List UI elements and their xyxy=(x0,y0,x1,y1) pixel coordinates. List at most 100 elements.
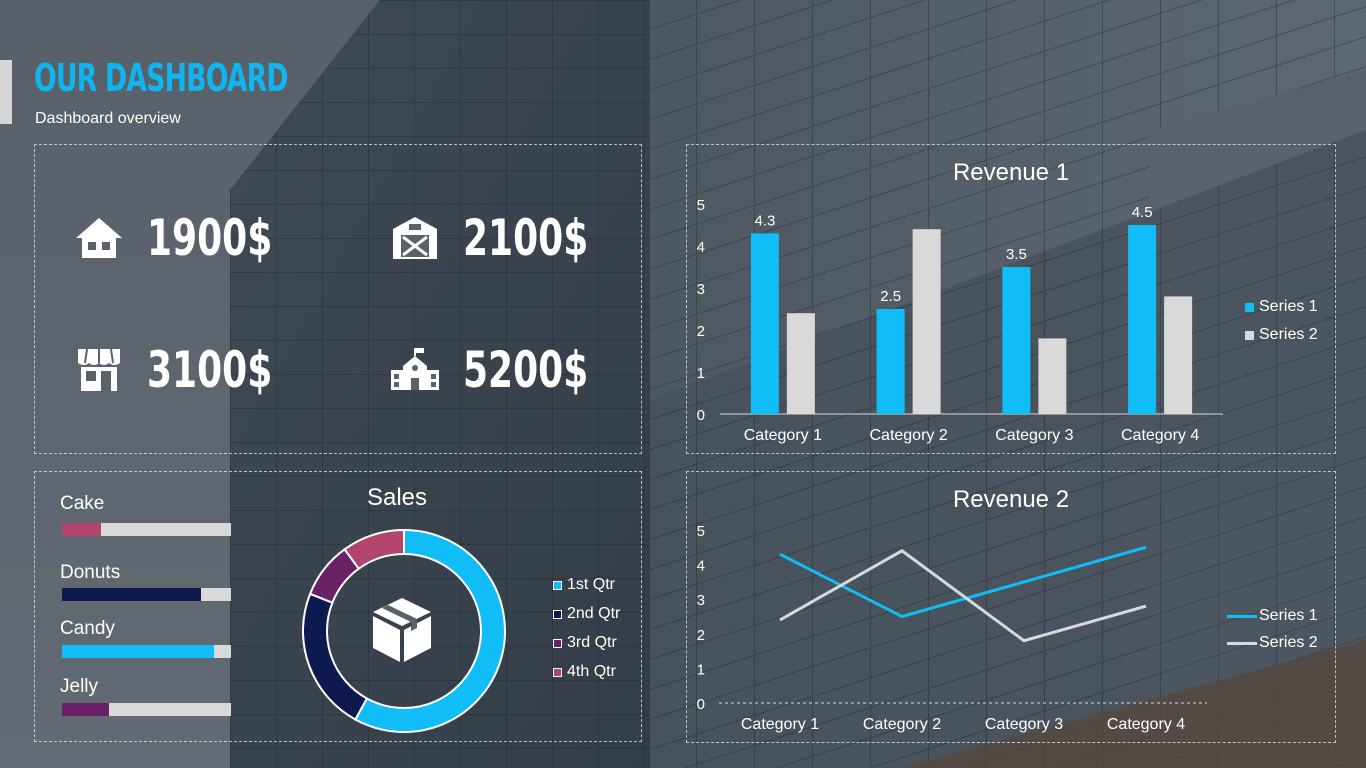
legend-label: 1st Qtr xyxy=(567,576,616,593)
kpi-value: 3100$ xyxy=(147,341,273,399)
kpi-school: 5200$ xyxy=(389,341,637,399)
legend-label: 2nd Qtr xyxy=(567,605,621,622)
sales-title: Sales xyxy=(366,484,428,511)
sales-legend-q1: 1st Qtr xyxy=(553,576,615,594)
line-series1 xyxy=(779,545,1147,619)
product-label-donuts: Donuts xyxy=(60,562,121,583)
progress-bar-donuts xyxy=(62,588,231,601)
x-tick-label: Category 2 xyxy=(869,427,947,444)
progress-bar-jelly xyxy=(62,703,231,716)
revenue1-title: Revenue 1 xyxy=(952,159,1070,186)
x-tick-label: Category 3 xyxy=(995,427,1073,444)
x-tick-label: Category 1 xyxy=(741,716,819,733)
store-icon xyxy=(73,344,125,396)
donut-slice-2 xyxy=(302,592,369,721)
data-label: 2.5 xyxy=(880,288,901,305)
revenue2-legend-series1: Series 1 xyxy=(1227,607,1318,625)
x-tick-label: Category 1 xyxy=(744,427,822,444)
revenue2-legend-series2: Series 2 xyxy=(1227,634,1318,652)
bar-series2-1 xyxy=(786,313,815,414)
kpi-house: 1900$ xyxy=(73,209,321,267)
sales-panel: Cake Donuts Candy Jelly Sales 1st Qtr 2n… xyxy=(34,471,642,742)
bar-series1-4 xyxy=(1128,225,1157,414)
progress-bar-cake xyxy=(62,523,231,536)
legend-swatch xyxy=(1245,330,1254,340)
bar-series1-3 xyxy=(1002,267,1031,414)
y-tick-label: 1 xyxy=(697,661,705,678)
progress-fill xyxy=(62,523,101,536)
revenue1-legend-series1: Series 1 xyxy=(1245,298,1318,316)
revenue2-panel: Revenue 2 0 1 2 3 4 5 Category 1 Category 2 Cate… xyxy=(686,471,1336,743)
box-icon xyxy=(371,596,433,669)
sales-legend-q3: 3rd Qtr xyxy=(553,634,617,652)
y-tick-label: 3 xyxy=(697,592,705,609)
data-label: 3.5 xyxy=(1006,246,1027,263)
bar-series1-1 xyxy=(750,233,779,414)
x-tick-label: Category 4 xyxy=(1121,427,1199,444)
y-tick-label: 2 xyxy=(697,627,705,644)
legend-line-swatch xyxy=(1227,614,1257,618)
school-icon xyxy=(389,344,441,396)
y-tick-label: 0 xyxy=(697,407,705,424)
y-tick-label: 4 xyxy=(697,239,705,256)
bar-series1-2 xyxy=(876,309,905,414)
title-accent-bar xyxy=(0,60,12,124)
y-tick-label: 3 xyxy=(697,281,705,298)
kpi-value: 5200$ xyxy=(463,341,589,399)
revenue2-line-chart: 0 1 2 3 4 5 Category 1 Category 2 Category 3 Cate… xyxy=(697,523,1207,733)
progress-fill xyxy=(62,588,201,601)
kpi-barn: 2100$ xyxy=(389,209,637,267)
x-tick-label: Category 2 xyxy=(863,716,941,733)
sales-legend-q2: 2nd Qtr xyxy=(553,605,620,623)
data-label: 4.3 xyxy=(754,212,775,229)
kpi-value: 2100$ xyxy=(463,209,589,267)
line-series2 xyxy=(779,548,1147,643)
legend-swatch xyxy=(1245,302,1254,312)
sales-donut-chart xyxy=(302,528,506,733)
legend-swatch xyxy=(553,667,562,677)
product-label-jelly: Jelly xyxy=(60,676,99,697)
x-tick-label: Category 4 xyxy=(1107,716,1185,733)
progress-fill xyxy=(62,703,110,716)
y-tick-label: 2 xyxy=(697,323,705,340)
x-tick-label: Category 3 xyxy=(985,716,1063,733)
y-tick-label: 0 xyxy=(697,696,705,713)
legend-label: 3rd Qtr xyxy=(567,634,617,651)
bar-series2-3 xyxy=(1038,338,1067,414)
legend-label: Series 1 xyxy=(1259,607,1318,624)
kpi-panel: 1900$ 2100$ 3100$ 5200$ xyxy=(34,144,642,454)
donut-slice-4 xyxy=(343,528,405,571)
data-label: 4.5 xyxy=(1132,204,1153,221)
house-icon xyxy=(73,212,125,264)
revenue1-panel: Revenue 1 0 1 2 3 4 5 4.3 Category 1 2.5 Category… xyxy=(686,144,1336,454)
legend-swatch xyxy=(553,580,562,590)
product-label-cake: Cake xyxy=(60,493,105,514)
y-tick-label: 5 xyxy=(697,197,705,214)
sales-legend-q4: 4th Qtr xyxy=(553,663,616,681)
bar-series2-2 xyxy=(912,229,941,414)
legend-swatch xyxy=(553,638,562,648)
kpi-store: 3100$ xyxy=(73,341,321,399)
revenue1-legend-series2: Series 2 xyxy=(1245,326,1318,344)
legend-label: Series 2 xyxy=(1259,326,1318,343)
legend-label: Series 2 xyxy=(1259,634,1318,651)
legend-label: Series 1 xyxy=(1259,298,1318,315)
product-label-candy: Candy xyxy=(60,618,115,639)
dashboard-title: OUR DASHBOARD xyxy=(34,56,289,100)
bar-series2-4 xyxy=(1164,296,1193,414)
y-tick-label: 4 xyxy=(697,558,705,575)
progress-fill xyxy=(62,645,215,658)
legend-label: 4th Qtr xyxy=(567,663,616,680)
donut-slice-1 xyxy=(353,528,506,733)
kpi-value: 1900$ xyxy=(147,209,273,267)
dashboard-subtitle: Dashboard overview xyxy=(35,110,181,127)
legend-line-swatch xyxy=(1227,641,1257,645)
barn-icon xyxy=(389,212,441,264)
revenue2-title: Revenue 2 xyxy=(952,486,1070,513)
progress-bar-candy xyxy=(62,645,231,658)
y-tick-label: 5 xyxy=(697,523,705,540)
legend-swatch xyxy=(553,609,562,619)
revenue1-bar-chart: 0 1 2 3 4 5 4.3 Category 1 2.5 Category 2 3.5 Categ… xyxy=(697,197,1223,444)
y-tick-label: 1 xyxy=(697,365,705,382)
